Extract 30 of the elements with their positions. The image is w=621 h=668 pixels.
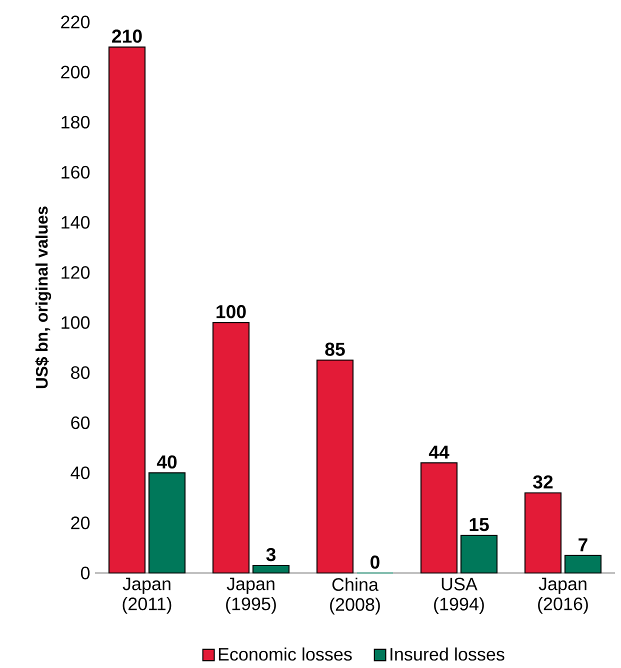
data-label: 100 [216,305,246,318]
x-tick-label: Japan (2011) [122,578,172,614]
y-tick-label: 80 [71,366,90,379]
data-label: 40 [156,455,177,469]
y-tick-label: 140 [62,216,90,229]
x-tick-label: Japan (1995) [226,578,276,614]
data-label: 15 [470,518,489,532]
y-tick-label: 200 [61,66,90,78]
data-label: 0 [370,556,380,569]
data-label: 44 [428,446,450,459]
y-tick-label: 100 [62,316,90,329]
legend-label: Insured losses [390,647,504,661]
y-tick-label: 160 [62,166,90,179]
y-tick-label: 0 [80,566,90,580]
y-axis-title: US$ bn, original values [35,206,52,388]
x-tick-label: USA (1994) [434,578,484,614]
data-label: 3 [266,548,276,562]
data-label: 85 [325,342,345,356]
y-tick-label: 20 [71,516,90,530]
x-tick-label: Japan (2016) [538,578,588,614]
y-tick-label: 40 [70,466,90,480]
y-tick-label: 60 [71,416,90,430]
y-tick-label: 220 [61,16,90,28]
data-label: 210 [112,30,142,43]
data-label: 7 [578,538,588,552]
legend-label: Economic losses [218,647,352,661]
y-tick-label: 120 [62,266,90,279]
data-label: 32 [533,475,553,489]
x-tick-label: China (2008) [330,578,380,614]
y-tick-label: 180 [62,116,90,129]
